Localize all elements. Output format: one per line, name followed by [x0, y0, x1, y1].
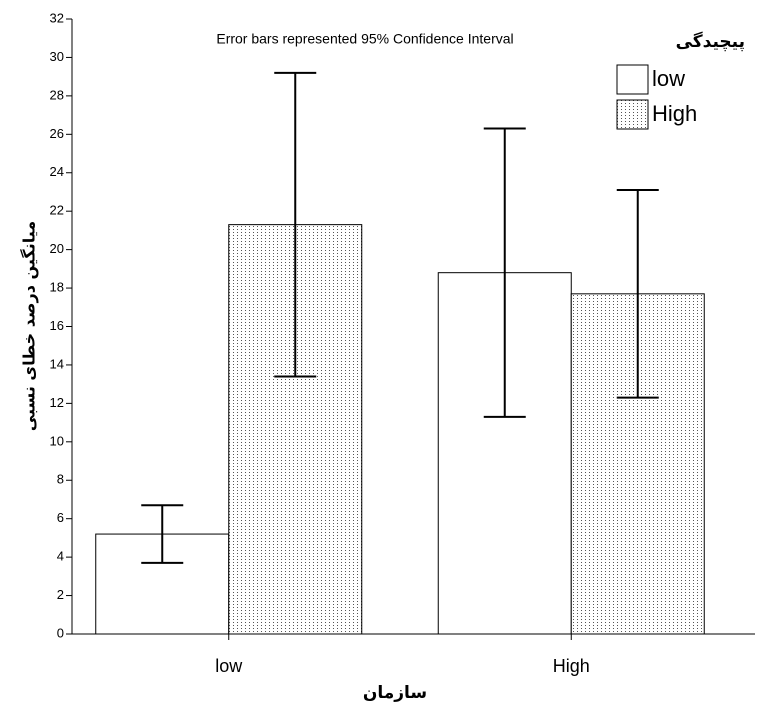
y-tick-label: 18: [50, 280, 64, 295]
legend-label: low: [652, 66, 685, 91]
error-bar: [141, 504, 184, 564]
y-tick-label: 10: [50, 433, 64, 448]
error-bar: [616, 189, 659, 399]
legend-swatch: [616, 64, 649, 95]
y-axis-label: میانگین درصد خطای نسبی: [20, 221, 39, 431]
y-tick-label: 32: [50, 10, 64, 25]
x-axis-label: سازمان: [363, 683, 427, 703]
legend-title: پیچیدگی: [676, 31, 745, 52]
legend-label: High: [652, 101, 697, 126]
legend-swatch: [616, 99, 649, 130]
error-bar: [274, 71, 317, 378]
y-tick-label: 8: [57, 472, 64, 487]
y-tick-label: 6: [57, 510, 64, 525]
y-tick-label: 14: [50, 356, 64, 371]
y-tick-label: 4: [57, 549, 64, 564]
annotation: Error bars represented 95% Confidence In…: [216, 31, 513, 47]
y-tick-label: 24: [50, 164, 64, 179]
y-tick-label: 12: [50, 395, 64, 410]
y-tick-label: 2: [57, 587, 64, 602]
x-tick-label: low: [215, 656, 243, 676]
y-tick-label: 22: [50, 203, 64, 218]
error-bar: [483, 127, 526, 418]
y-tick-label: 0: [57, 625, 64, 640]
x-tick-label: High: [553, 656, 590, 676]
y-tick-label: 30: [50, 49, 64, 64]
y-tick-label: 26: [50, 126, 64, 141]
y-tick-label: 16: [50, 318, 64, 333]
y-tick-label: 20: [50, 241, 64, 256]
y-tick-label: 28: [50, 87, 64, 102]
